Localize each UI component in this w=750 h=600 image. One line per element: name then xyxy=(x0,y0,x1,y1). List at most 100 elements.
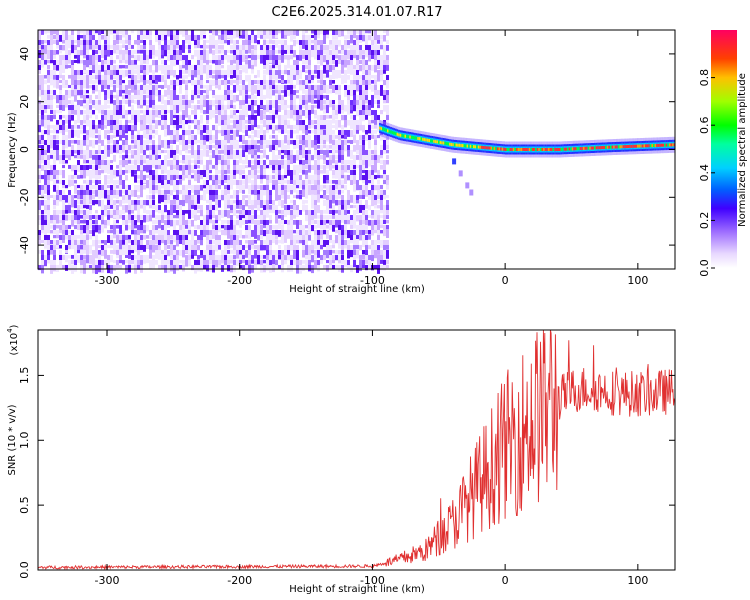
spectrogram-cell xyxy=(71,220,74,227)
spectrogram-cell xyxy=(167,170,170,176)
spectrogram-cell xyxy=(71,195,74,201)
spectrogram-cell xyxy=(284,45,287,54)
spectrogram-cell xyxy=(80,195,83,200)
spectrogram-cell xyxy=(56,230,59,239)
spectrogram-cell xyxy=(233,190,236,199)
spectrogram-cell xyxy=(56,245,59,249)
spectrogram-cell xyxy=(269,50,272,58)
spectrogram-cell xyxy=(221,255,224,264)
spectrogram-cell xyxy=(122,85,125,94)
spectrogram-cell xyxy=(164,200,167,206)
spectrogram-cell xyxy=(365,160,368,169)
spectrogram-cell xyxy=(65,45,68,51)
spectrogram-cell xyxy=(125,50,128,55)
spectrogram-cell xyxy=(185,120,188,125)
spectrogram-cell xyxy=(212,50,215,55)
spectrogram-cell xyxy=(236,125,239,133)
spectrogram-cell xyxy=(173,180,176,188)
spectrogram-cell xyxy=(233,35,236,39)
spectrogram-cell xyxy=(59,45,62,53)
spectrogram-cell xyxy=(176,100,179,105)
spectrogram-cell xyxy=(71,105,74,113)
spectrogram-cell xyxy=(128,205,131,210)
spectrogram-cell xyxy=(89,225,92,229)
spectrogram-cell xyxy=(170,55,173,64)
spectrogram-cell xyxy=(332,30,335,36)
spectrogram-cell xyxy=(149,230,152,236)
spectrogram-cell xyxy=(65,95,68,103)
spectrogram-cell xyxy=(170,85,173,90)
spectrogram-cell xyxy=(323,90,326,94)
spectrogram-cell xyxy=(212,60,215,64)
spectrogram-cell xyxy=(146,130,149,135)
spectrogram-cell xyxy=(386,230,389,238)
spectrogram-cell xyxy=(272,110,275,119)
spectrogram-cell xyxy=(167,140,170,146)
spectrogram-cell xyxy=(227,225,230,234)
spectrogram-cell xyxy=(380,250,383,259)
spectrogram-cell xyxy=(206,125,209,133)
spectrogram-cell xyxy=(245,195,248,199)
spectrogram-cell xyxy=(122,90,125,94)
spectrogram-cell xyxy=(113,175,116,179)
spectrogram-cell xyxy=(59,35,62,42)
spectrogram-cell xyxy=(224,115,227,122)
spectrogram-cell xyxy=(128,145,131,154)
spectrogram-cell xyxy=(74,55,77,59)
spectrogram-cell xyxy=(146,85,149,94)
spectrogram-cell xyxy=(122,195,125,204)
spectrogram-cell xyxy=(38,135,41,142)
spectrogram-cell xyxy=(257,195,260,201)
spectrogram-cell xyxy=(275,90,278,94)
spectrogram-cell xyxy=(326,60,329,65)
spectrogram-cell xyxy=(218,145,221,149)
spectrogram-cell xyxy=(356,225,359,231)
spectrogram-cell xyxy=(203,145,206,152)
spectrogram-cell xyxy=(125,225,128,231)
spectrogram-cell xyxy=(170,60,173,68)
spectrogram-cell xyxy=(38,90,41,97)
spectrogram-cell xyxy=(77,50,80,56)
spectrogram-cell xyxy=(236,60,239,68)
spectrogram-cell xyxy=(188,220,191,225)
spectrogram-cell xyxy=(393,131,396,135)
spectrogram-cell xyxy=(203,30,206,35)
spectrogram-cell xyxy=(68,155,71,161)
spectrogram-cell xyxy=(179,125,182,129)
spectrogram-cell xyxy=(266,70,269,75)
spectrogram-cell xyxy=(293,185,296,193)
spectrogram-cell xyxy=(116,255,119,259)
spectrogram-cell xyxy=(143,115,146,120)
spectrogram-cell xyxy=(209,250,212,259)
spectrogram-cell xyxy=(176,185,179,194)
spectrogram-cell xyxy=(368,105,371,111)
spectrogram-cell xyxy=(131,260,134,265)
spectrogram-cell xyxy=(164,250,167,259)
spectrogram-cell xyxy=(116,150,119,154)
spectrogram-cell xyxy=(242,105,245,110)
spectrogram-cell xyxy=(98,200,101,207)
spectrogram-cell xyxy=(206,100,209,107)
spectrogram-cell xyxy=(116,35,119,44)
spectrogram-cell xyxy=(164,185,167,192)
spectrogram-cell xyxy=(191,205,194,209)
spectrogram-cell xyxy=(383,225,386,231)
spectrogram-cell xyxy=(92,195,95,200)
spectrogram-cell xyxy=(104,110,107,118)
spectrogram-cell xyxy=(194,140,197,145)
spectrogram-cell xyxy=(92,120,95,126)
spectrogram-cell xyxy=(266,230,269,235)
spectrogram-cell xyxy=(185,260,188,267)
spectrogram-cell xyxy=(206,220,209,228)
spectrogram-cell xyxy=(134,90,137,99)
spectrogram-cell xyxy=(356,230,359,238)
spectrogram-cell xyxy=(254,80,257,84)
spectrogram-cell xyxy=(239,90,242,96)
spectrogram-cell xyxy=(149,240,152,246)
spectrogram-cell xyxy=(528,148,531,151)
spectrogram-cell xyxy=(173,220,176,228)
spectrogram-cell xyxy=(167,215,170,223)
spectrogram-cell xyxy=(320,165,323,170)
spectrogram-cell xyxy=(305,210,308,219)
spectrogram-cell xyxy=(368,75,371,82)
